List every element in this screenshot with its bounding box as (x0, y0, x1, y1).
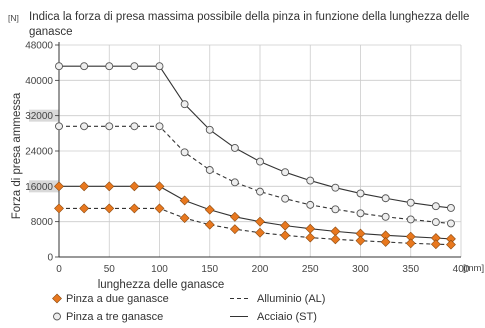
series-2-point (105, 122, 114, 131)
y-tick-label: 40000 (25, 76, 53, 87)
series-4-point (129, 203, 140, 214)
series-2-point (431, 218, 440, 227)
series-4-point (405, 238, 416, 249)
x-unit-label: [mm] (463, 263, 484, 274)
series-1-point (55, 62, 63, 71)
series-line-3 (59, 185, 451, 240)
series-2-point (406, 215, 415, 224)
series-2-point (331, 205, 340, 214)
series-2-point (80, 122, 89, 131)
series-1-point (281, 168, 290, 177)
series-4-point (154, 203, 165, 214)
x-tick-label: 200 (252, 264, 269, 275)
series-1-point (230, 143, 239, 152)
series-1-point (356, 189, 365, 198)
series-3-point (255, 216, 265, 227)
series-3-point (305, 223, 316, 234)
series-4-point (229, 224, 240, 235)
y-tick-label: 24000 (25, 147, 53, 158)
series-3-point (129, 181, 140, 192)
series-4-point (280, 230, 291, 241)
x-tick-label: 350 (402, 264, 419, 275)
series-2-point (55, 122, 63, 131)
x-tick-label: 150 (201, 264, 218, 275)
series-1-point (105, 62, 114, 71)
legend-label: Alluminio (AL) (257, 293, 325, 305)
series-4-point (330, 234, 341, 245)
y-axis-label: Forza di presa ammessa (11, 92, 23, 219)
series-4-point (179, 213, 190, 224)
ytick-highlight (29, 180, 59, 193)
series-2-point (155, 122, 164, 131)
series-line-2 (59, 125, 451, 224)
series-1-point (447, 204, 455, 212)
y-unit-label: [N] (8, 13, 19, 23)
series-4-point (204, 219, 215, 230)
series-1-point (130, 62, 139, 71)
series-4-point (355, 235, 366, 246)
x-tick-label: 100 (151, 264, 168, 275)
y-tick-label: 32000 (25, 111, 53, 122)
series-2-point (230, 178, 239, 187)
series-1-point (431, 202, 440, 211)
legend-diamond-icon (52, 293, 62, 304)
series-line-4 (59, 207, 451, 246)
series-1-point (331, 183, 340, 192)
series-2-point (447, 219, 455, 228)
series-3-point (179, 195, 190, 206)
y-tick-label: 0 (47, 253, 53, 264)
series-4-point (380, 237, 391, 247)
x-tick-label: 250 (302, 264, 319, 275)
series-1-point (256, 157, 264, 166)
legend-label: Pinza a due ganasce (66, 293, 169, 305)
x-tick-label: 50 (104, 264, 116, 275)
series-3-point (280, 220, 291, 231)
series-2-point (130, 122, 139, 131)
x-axis-label: lunghezza delle ganasce (98, 279, 225, 291)
series-4-point (446, 239, 456, 250)
series-4-point (79, 203, 90, 214)
series-2-point (356, 209, 365, 218)
legend-label: Acciaio (ST) (257, 311, 317, 323)
series-3-point (104, 181, 115, 192)
series-2-point (205, 166, 214, 174)
series-3-point (229, 211, 240, 222)
series-1-point (155, 62, 164, 71)
x-tick-label: 0 (56, 264, 62, 275)
series-4-point (255, 227, 265, 238)
series-4-point (305, 232, 316, 243)
series-1-point (205, 125, 214, 134)
series-4-point (54, 203, 64, 214)
legend-label: Pinza a tre ganasce (66, 311, 163, 323)
series-3-point (54, 181, 64, 192)
y-tick-label: 8000 (31, 217, 54, 228)
x-tick-label: 400 (453, 264, 470, 275)
series-1-point (80, 62, 89, 71)
series-3-point (204, 204, 215, 215)
series-1-point (406, 198, 415, 207)
chart-title: Indica la forza di presa massima possibi… (29, 11, 470, 38)
legend-circle-icon (53, 312, 61, 321)
series-1-point (180, 100, 189, 109)
series-3-point (79, 181, 90, 192)
series-2-point (306, 200, 315, 209)
series-1-point (381, 194, 390, 203)
ytick-highlight (29, 109, 59, 122)
series-2-point (381, 212, 390, 221)
series-1-point (306, 176, 315, 185)
series-2-point (180, 148, 189, 157)
series-4-point (430, 239, 441, 250)
series-2-point (256, 187, 264, 196)
series-3-point (154, 181, 165, 192)
y-tick-label: 48000 (25, 41, 53, 52)
series-2-point (281, 194, 290, 203)
series-4-point (104, 203, 115, 214)
x-tick-label: 300 (352, 264, 369, 275)
y-tick-label: 16000 (25, 182, 53, 193)
